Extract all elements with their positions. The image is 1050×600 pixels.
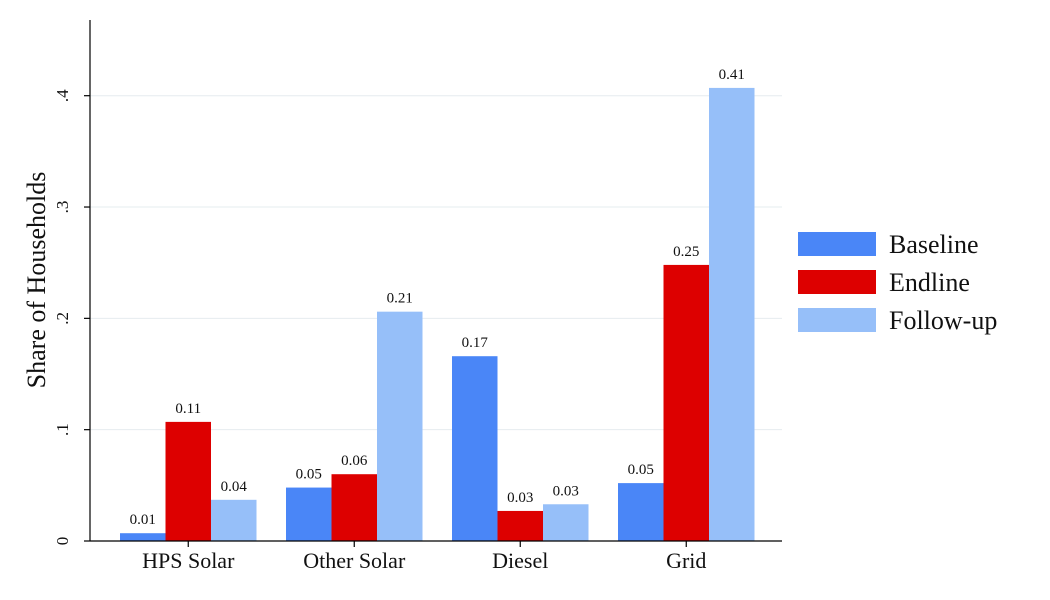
bar-follow-up-diesel xyxy=(543,504,589,541)
data-label: 0.06 xyxy=(341,453,368,469)
bar-baseline-other-solar xyxy=(286,487,332,541)
legend-swatch xyxy=(798,232,876,256)
x-tick-label: HPS Solar xyxy=(142,548,235,573)
bar-follow-up-other-solar xyxy=(377,311,423,541)
data-labels: 0.01 0.11 0.04 0.05 0.06 0.21 0.17 0.03 0.03 0.05… xyxy=(130,67,745,528)
data-label: 0.17 xyxy=(462,335,489,351)
legend-swatch xyxy=(798,308,876,332)
legend-label: Baseline xyxy=(889,230,979,259)
bar-endline-hps-solar xyxy=(165,421,211,541)
x-tick-label: Grid xyxy=(666,548,706,573)
y-tick-label: .3 xyxy=(53,201,72,214)
bar-endline-other-solar xyxy=(331,474,377,541)
x-ticks: HPS Solar Other Solar Diesel Grid xyxy=(142,541,706,573)
data-label: 0.03 xyxy=(553,483,579,499)
legend: Baseline Endline Follow-up xyxy=(798,230,997,335)
axes xyxy=(89,20,782,542)
data-label: 0.21 xyxy=(387,291,413,307)
data-label: 0.05 xyxy=(628,462,654,478)
legend-label: Follow-up xyxy=(889,306,997,335)
bar-endline-diesel xyxy=(497,510,543,541)
data-label: 0.11 xyxy=(175,401,201,417)
y-tick-label: .4 xyxy=(53,89,72,102)
bars xyxy=(120,87,755,542)
y-tick-label: 0 xyxy=(53,537,72,546)
bar-follow-up-grid xyxy=(709,87,755,542)
data-label: 0.05 xyxy=(296,467,322,483)
x-tick-label: Other Solar xyxy=(303,548,406,573)
bar-baseline-diesel xyxy=(452,356,498,541)
x-tick-label: Diesel xyxy=(492,548,548,573)
data-label: 0.04 xyxy=(221,479,248,495)
y-ticks: 0 .1 .2 .3 .4 xyxy=(53,89,90,545)
bar-baseline-hps-solar xyxy=(120,533,166,541)
data-label: 0.41 xyxy=(719,67,745,83)
legend-label: Endline xyxy=(889,268,970,297)
y-axis-label: Share of Households xyxy=(22,172,51,389)
data-label: 0.25 xyxy=(673,244,699,260)
y-tick-label: .2 xyxy=(53,312,72,325)
bar-endline-grid xyxy=(663,264,709,541)
bar-follow-up-hps-solar xyxy=(211,499,257,541)
bar-baseline-grid xyxy=(618,483,664,541)
data-label: 0.03 xyxy=(507,490,533,506)
data-label: 0.01 xyxy=(130,512,156,528)
legend-swatch xyxy=(798,270,876,294)
y-tick-label: .1 xyxy=(53,423,72,436)
